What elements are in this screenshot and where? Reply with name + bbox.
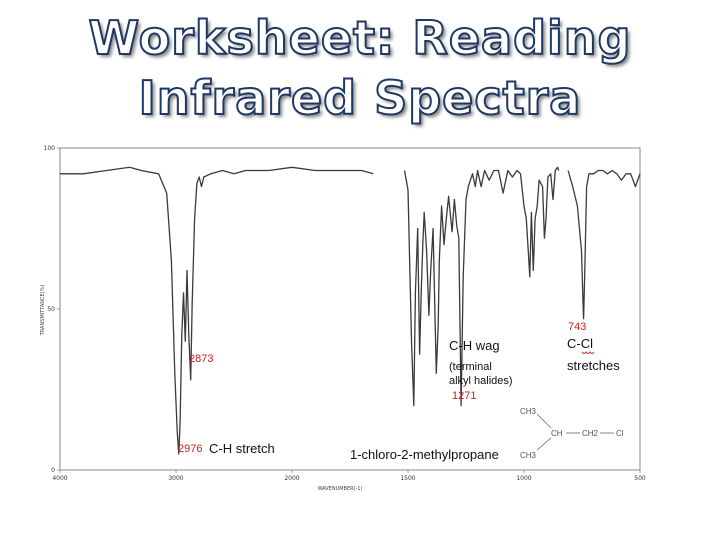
mol-cl: Cl bbox=[616, 429, 624, 438]
label-c-cl: C-Cl bbox=[567, 336, 593, 351]
x-tick-label: 1500 bbox=[400, 475, 415, 482]
mol-ch: CH bbox=[551, 429, 563, 438]
mol-ch3-bottom: CH3 bbox=[520, 451, 537, 460]
y-axis-label: TRANSMITTANCE(%) bbox=[40, 285, 46, 337]
spectrum-segment-2 bbox=[403, 166, 560, 407]
y-tick-label: 100 bbox=[44, 145, 56, 152]
mol-ch3-top: CH3 bbox=[520, 407, 537, 416]
label-alkyl-halides: alkyl halides) bbox=[449, 375, 513, 387]
bond-top bbox=[536, 413, 552, 429]
worksheet-title-line-2: Infrared Spectra bbox=[138, 71, 582, 125]
spellcheck-squiggle bbox=[581, 351, 595, 354]
x-tick-label: 1000 bbox=[516, 475, 531, 482]
label-2873: 2873 bbox=[189, 353, 213, 365]
x-tick-label: 500 bbox=[634, 475, 646, 482]
bond-bottom bbox=[536, 437, 552, 451]
spectrum-segment-3 bbox=[567, 169, 641, 320]
y-tick-label: 0 bbox=[51, 467, 55, 474]
structural-formula: CH3 CH CH2 Cl CH3 bbox=[520, 407, 624, 460]
x-axis-label: WAVENUMBER(-1) bbox=[317, 486, 362, 492]
label-ch-wag: C-H wag bbox=[449, 338, 500, 353]
x-tick-label: 4000 bbox=[52, 475, 67, 482]
label-743: 743 bbox=[568, 321, 586, 333]
label-2976: 2976 bbox=[178, 443, 202, 455]
spectrum-segment-1 bbox=[60, 166, 374, 455]
mol-ch2: CH2 bbox=[582, 429, 599, 438]
compound-name: 1-chloro-2-methylpropane bbox=[350, 447, 499, 462]
label-terminal: (terminal bbox=[449, 361, 492, 373]
x-tick-label: 2000 bbox=[284, 475, 299, 482]
y-tick-label: 50 bbox=[47, 306, 55, 313]
label-1271: 1271 bbox=[452, 390, 476, 402]
x-tick-label: 3000 bbox=[168, 475, 183, 482]
label-ch-stretch: C-H stretch bbox=[209, 441, 275, 456]
worksheet-title-line-1: Worksheet: Reading bbox=[88, 11, 632, 65]
label-stretches: stretches bbox=[567, 358, 620, 373]
